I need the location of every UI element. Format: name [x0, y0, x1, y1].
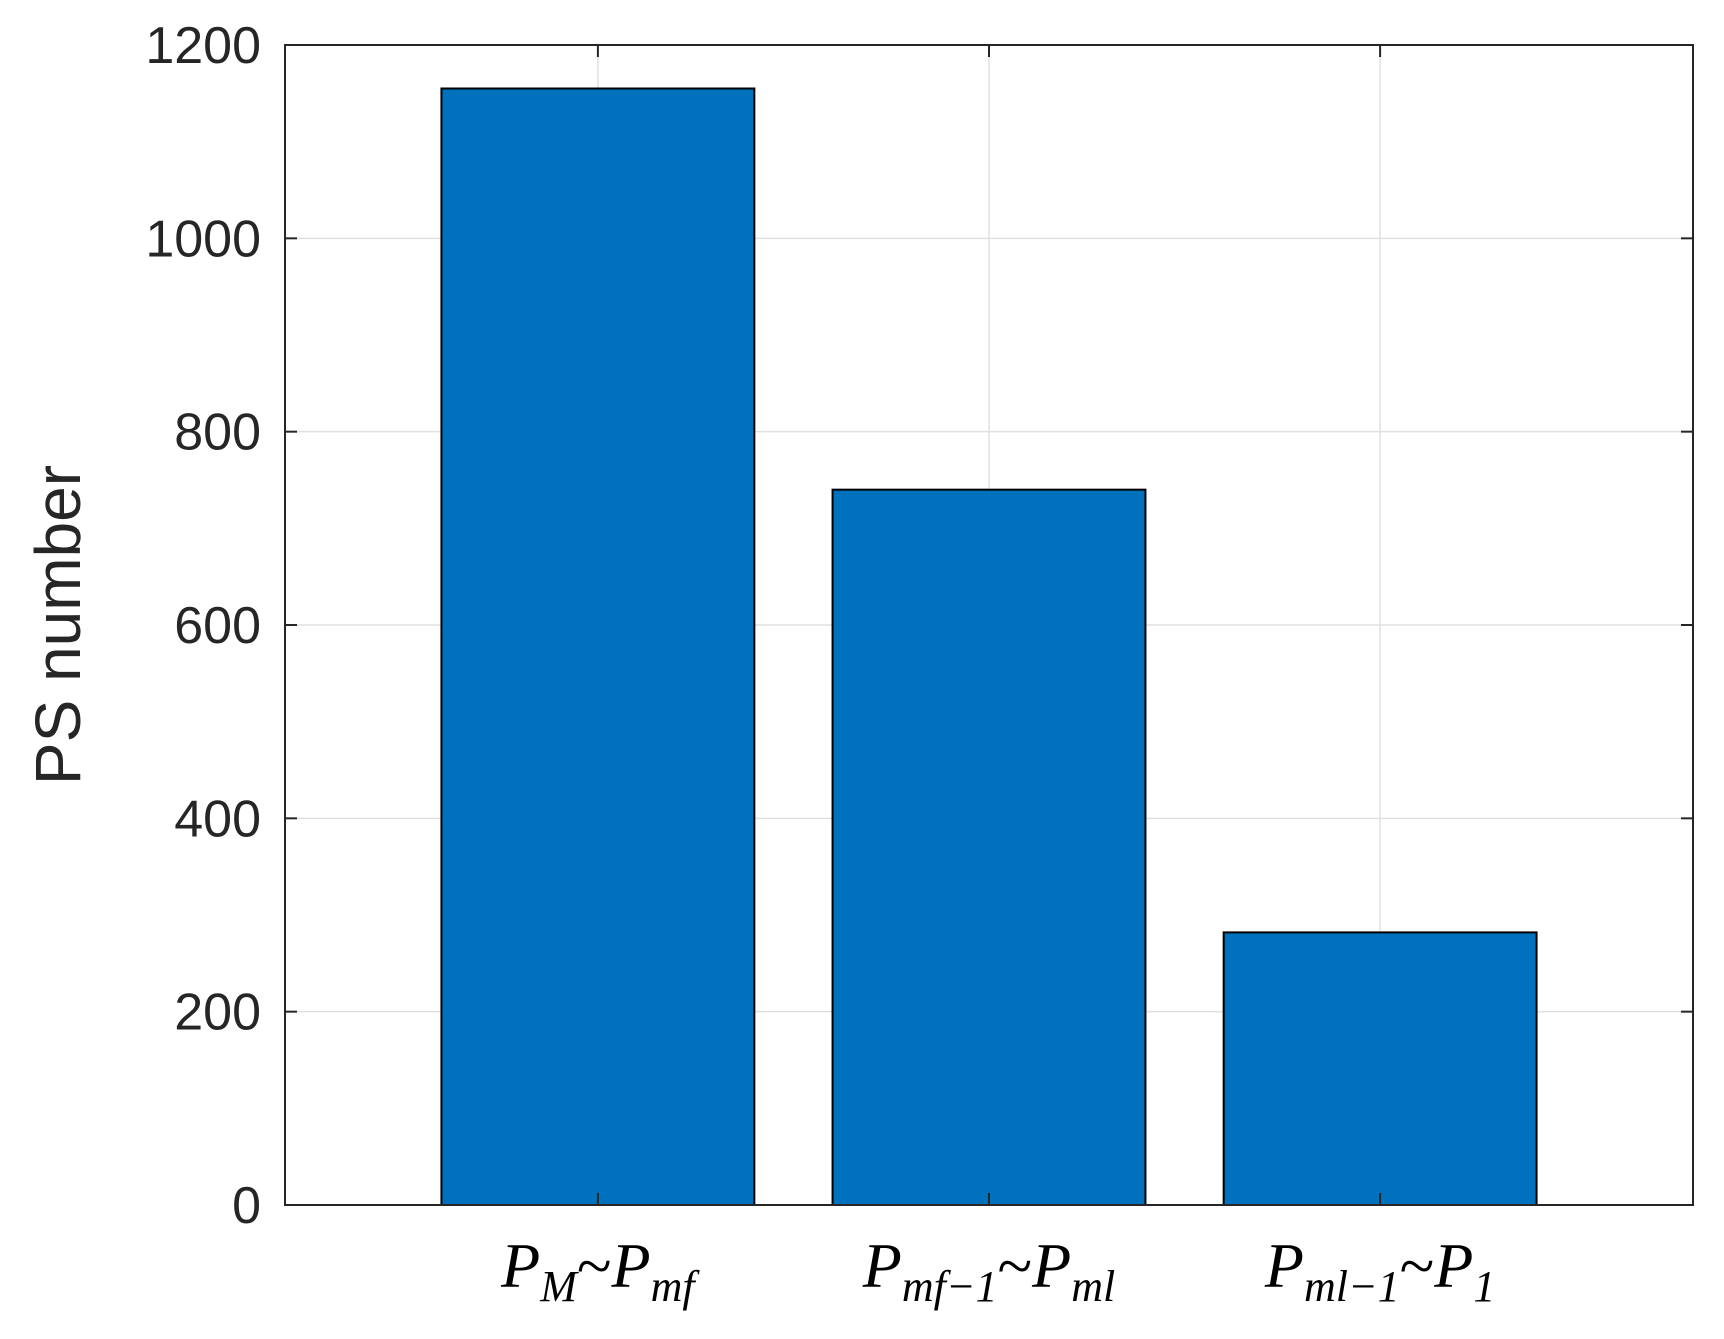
tick-labels: 0 200 400 600 800 1000 1200 — [145, 17, 261, 1235]
bars — [440, 87, 1538, 1207]
bar — [440, 87, 756, 1206]
axes — [284, 44, 1694, 1206]
y-axis-label: PS number — [22, 465, 94, 785]
y-tick-label: 800 — [174, 404, 261, 462]
y-tick-label: 0 — [232, 1177, 261, 1235]
y-tick-label: 600 — [174, 597, 261, 655]
y-tick-label: 1000 — [145, 210, 261, 268]
x-category-label: Pml−1~P1 — [1264, 1230, 1496, 1311]
x-category-label: Pmf−1~Pml — [862, 1230, 1116, 1311]
bar — [831, 488, 1147, 1206]
x-category-label: PM~Pmf — [500, 1230, 700, 1311]
bar — [1222, 931, 1538, 1207]
category-labels: PM~Pmf Pmf−1~Pml Pml−1~P1 — [500, 1230, 1495, 1311]
y-tick-label: 400 — [174, 790, 261, 848]
y-tick-label: 1200 — [145, 17, 261, 75]
y-tick-label: 200 — [174, 984, 261, 1042]
